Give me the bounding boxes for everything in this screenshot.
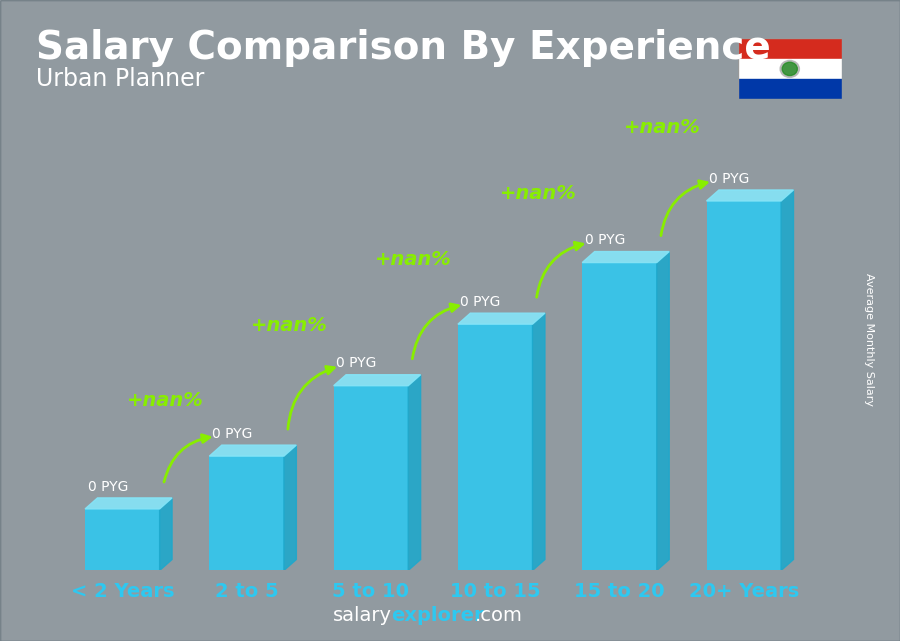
Bar [738,79,842,99]
Text: Average Monthly Salary: Average Monthly Salary [863,273,874,406]
Text: 0 PYG: 0 PYG [336,356,376,370]
Text: 0 PYG: 0 PYG [709,172,750,186]
Circle shape [782,62,797,76]
Bar [582,263,657,570]
Polygon shape [582,251,670,263]
Bar [738,59,842,79]
Polygon shape [458,313,544,324]
Polygon shape [657,251,670,570]
Polygon shape [781,190,794,570]
Circle shape [780,60,799,78]
Text: 0 PYG: 0 PYG [87,479,128,494]
Bar [706,201,781,570]
Bar [210,456,284,570]
Text: Urban Planner: Urban Planner [36,67,204,91]
Text: +nan%: +nan% [251,316,328,335]
Text: 0 PYG: 0 PYG [212,427,252,441]
Polygon shape [533,313,544,570]
Polygon shape [284,445,296,570]
Text: .com: .com [475,606,523,625]
Bar [86,509,159,570]
Polygon shape [706,190,794,201]
Polygon shape [210,445,296,456]
Bar [738,38,842,59]
Text: +nan%: +nan% [500,184,577,203]
Text: +nan%: +nan% [127,391,203,410]
Polygon shape [409,375,420,570]
Text: explorer: explorer [392,606,484,625]
Polygon shape [334,375,420,386]
Text: 0 PYG: 0 PYG [585,233,625,247]
Text: salary: salary [332,606,392,625]
Text: 0 PYG: 0 PYG [461,295,500,309]
Bar [334,386,409,570]
Polygon shape [159,498,172,570]
Text: +nan%: +nan% [375,250,452,269]
Text: Salary Comparison By Experience: Salary Comparison By Experience [36,29,770,67]
Polygon shape [86,498,172,509]
Bar [458,324,533,570]
Text: +nan%: +nan% [624,118,701,137]
